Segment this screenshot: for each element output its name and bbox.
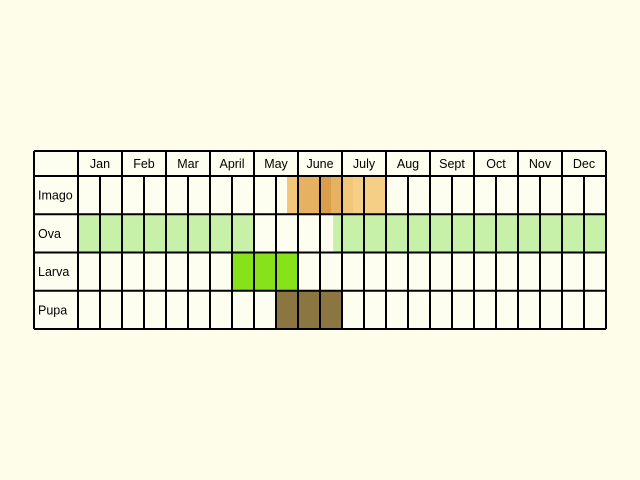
period-imago-1: [298, 176, 320, 215]
period-imago-2: [320, 176, 331, 215]
period-larva-0: [232, 252, 298, 291]
row-label-imago: Imago: [38, 189, 73, 203]
period-imago-0: [287, 176, 298, 215]
phenology-grid: Jan Feb Mar April May June July Aug Sept Oct Nov De…: [33, 150, 607, 330]
period-imago-5: [353, 176, 386, 215]
period-imago-4: [342, 176, 353, 215]
month-label-feb: Feb: [133, 157, 155, 171]
month-label-mar: Mar: [177, 157, 199, 171]
month-label-april: April: [219, 157, 244, 171]
month-label-oct: Oct: [486, 157, 506, 171]
month-label-dec: Dec: [573, 157, 595, 171]
month-label-sept: Sept: [439, 157, 465, 171]
period-ova-1: [333, 214, 606, 253]
month-label-nov: Nov: [529, 157, 552, 171]
row-label-larva: Larva: [38, 265, 69, 279]
phenology-chart: Jan Feb Mar April May June July Aug Sept Oct Nov De…: [33, 150, 607, 330]
month-label-aug: Aug: [397, 157, 419, 171]
row-label-ova: Ova: [38, 227, 61, 241]
period-pupa-0: [276, 290, 342, 329]
month-label-june: June: [306, 157, 333, 171]
row-label-pupa: Pupa: [38, 303, 67, 317]
period-imago-3: [331, 176, 342, 215]
month-label-may: May: [264, 157, 288, 171]
month-label-jan: Jan: [90, 157, 110, 171]
month-label-july: July: [353, 157, 376, 171]
